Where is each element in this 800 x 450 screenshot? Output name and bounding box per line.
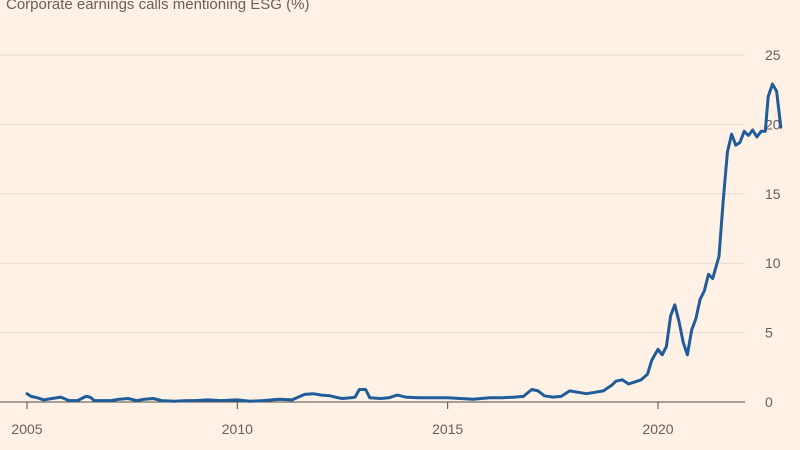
gridlines bbox=[0, 54, 745, 334]
y-tick-label: 10 bbox=[765, 255, 781, 271]
y-tick-label: 20 bbox=[765, 116, 781, 132]
x-tick-label: 2020 bbox=[642, 421, 673, 437]
y-tick-label: 15 bbox=[765, 186, 781, 202]
x-tick-label: 2005 bbox=[11, 421, 42, 437]
x-tick-labels: 2005 2010 2015 2020 bbox=[11, 421, 673, 437]
x-tick-label: 2010 bbox=[222, 421, 253, 437]
x-axis bbox=[0, 401, 745, 409]
series-layer bbox=[25, 82, 783, 403]
chart-title: Corporate earnings calls mentioning ESG … bbox=[6, 0, 310, 13]
y-tick-labels: 0 5 10 15 20 25 bbox=[765, 47, 781, 410]
x-tick-label: 2015 bbox=[432, 421, 463, 437]
y-tick-label: 5 bbox=[765, 325, 773, 341]
series-line bbox=[25, 82, 783, 403]
y-tick-label: 25 bbox=[765, 47, 781, 63]
y-tick-label: 0 bbox=[765, 394, 773, 410]
